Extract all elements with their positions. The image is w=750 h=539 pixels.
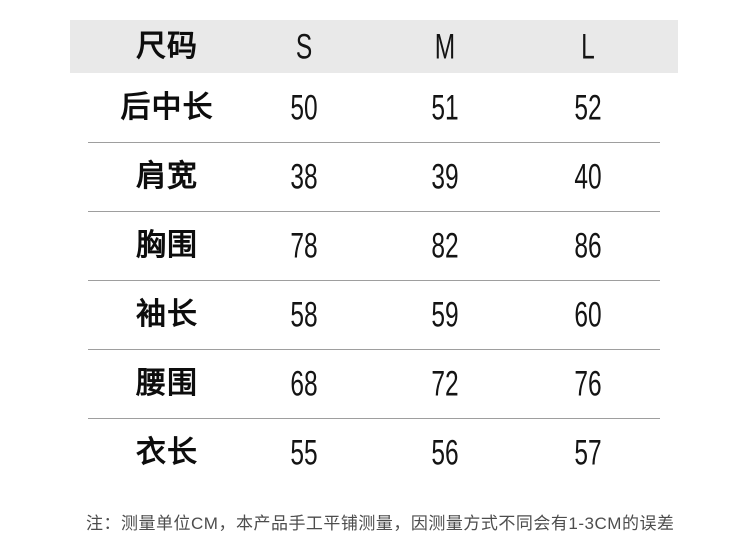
table-row-shoulder-width: 肩宽 38 39 40: [70, 142, 678, 211]
cell-value-text: 39: [431, 157, 459, 196]
cell-value-text: 57: [574, 433, 602, 472]
table-row-chest: 胸围 78 82 86: [70, 211, 678, 280]
cell-value-m: 82: [426, 228, 465, 263]
row-label: 肩宽: [136, 159, 198, 193]
row-label: 胸围: [136, 228, 198, 262]
header-cell-size-m: M: [430, 29, 459, 64]
row-label: 袖长: [136, 297, 198, 331]
cell-value-text: 76: [574, 364, 602, 403]
cell-value-text: 38: [290, 157, 318, 196]
cell-value-text: 58: [290, 295, 318, 334]
cell-value-text: 52: [574, 88, 602, 127]
cell-value-text: 60: [574, 295, 602, 334]
cell-value-l: 76: [569, 366, 608, 401]
cell-value-s: 38: [285, 159, 324, 194]
header-size-m-text: M: [434, 27, 456, 66]
cell-value-text: 82: [431, 226, 459, 265]
cell-value-text: 68: [290, 364, 318, 403]
cell-value-s: 68: [285, 366, 324, 401]
header-cell-size-label: 尺码: [136, 29, 198, 63]
cell-value-text: 86: [574, 226, 602, 265]
cell-value-text: 55: [290, 433, 318, 472]
cell-value-s: 50: [285, 90, 324, 125]
table-header-row: 尺码 S M L: [70, 20, 678, 73]
cell-value-text: 78: [290, 226, 318, 265]
cell-value-l: 86: [569, 228, 608, 263]
cell-value-l: 52: [569, 90, 608, 125]
cell-value-s: 58: [285, 297, 324, 332]
cell-value-s: 55: [285, 435, 324, 470]
table-row-sleeve-length: 袖长 58 59 60: [70, 280, 678, 349]
header-cell-size-s: S: [292, 29, 315, 64]
row-label: 腰围: [136, 366, 198, 400]
cell-value-text: 40: [574, 157, 602, 196]
cell-value-m: 59: [426, 297, 465, 332]
cell-value-text: 59: [431, 295, 459, 334]
row-label: 衣长: [136, 435, 198, 469]
cell-value-text: 72: [431, 364, 459, 403]
cell-value-l: 40: [569, 159, 608, 194]
header-size-s-text: S: [295, 27, 313, 66]
cell-value-l: 60: [569, 297, 608, 332]
cell-value-m: 56: [426, 435, 465, 470]
cell-value-text: 51: [431, 88, 459, 127]
header-size-l-text: L: [581, 27, 595, 66]
cell-value-text: 56: [431, 433, 459, 472]
cell-value-text: 50: [290, 88, 318, 127]
table-body: 后中长 50 51 52 肩宽 38 39 40 胸围 78 82 86 袖长 …: [70, 73, 678, 487]
size-table: 尺码 S M L 后中长 50 51 52 肩宽 38 39 40 胸围 78 …: [70, 20, 678, 487]
cell-value-m: 72: [426, 366, 465, 401]
header-cell-size-l: L: [578, 29, 597, 64]
cell-value-m: 39: [426, 159, 465, 194]
table-row-waist: 腰围 68 72 76: [70, 349, 678, 418]
table-row-back-length: 后中长 50 51 52: [70, 73, 678, 142]
cell-value-s: 78: [285, 228, 324, 263]
measurement-note: 注：测量单位CM，本产品手工平铺测量，因测量方式不同会有1-3CM的误差: [86, 514, 675, 533]
cell-value-l: 57: [569, 435, 608, 470]
cell-value-m: 51: [426, 90, 465, 125]
table-row-garment-length: 衣长 55 56 57: [70, 418, 678, 487]
row-label: 后中长: [120, 90, 214, 124]
